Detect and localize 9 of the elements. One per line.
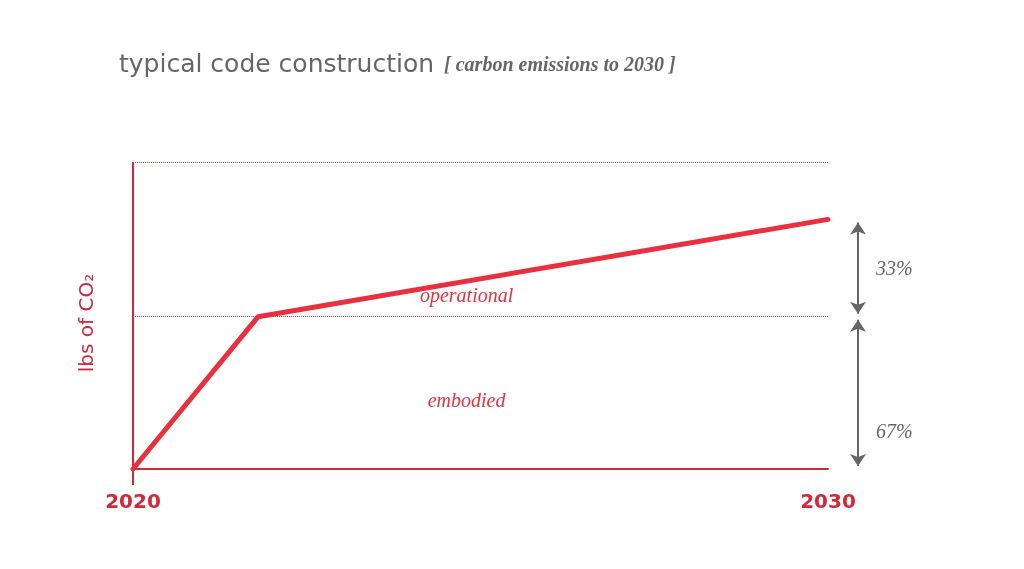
chart-title: typical code construction: [119, 49, 435, 78]
x-tick-label: 2020: [105, 489, 161, 513]
text: 33%: [875, 257, 913, 280]
x-tick-label: 2030: [800, 489, 856, 513]
annotation: embodied: [427, 389, 507, 412]
text: 67%: [876, 419, 913, 442]
annotation: operational: [419, 284, 514, 308]
chart-subtitle: [ carbon emissions to 2030 ]: [444, 52, 677, 75]
y-axis-title: lbs of CO₂: [74, 273, 98, 373]
